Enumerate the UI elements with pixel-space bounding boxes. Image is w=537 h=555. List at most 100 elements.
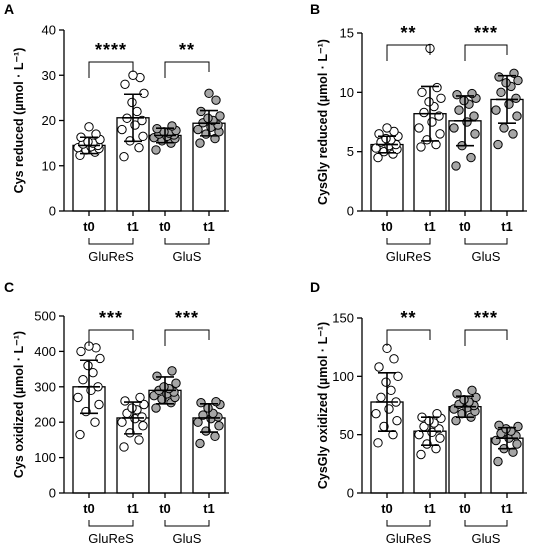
data-point	[127, 403, 137, 413]
data-point	[135, 392, 145, 403]
data-point	[117, 124, 127, 135]
y-axis-label: CysGly reduced (µmol · L⁻¹)	[316, 39, 330, 205]
data-point	[195, 438, 205, 449]
significance-bracket	[386, 329, 431, 346]
data-point	[78, 375, 88, 385]
data-point	[422, 135, 432, 145]
group-bracket	[164, 238, 210, 245]
group-bracket	[386, 520, 431, 527]
data-point	[127, 97, 137, 108]
data-point	[508, 129, 518, 139]
data-point	[389, 354, 399, 364]
data-point	[512, 439, 522, 449]
data-point	[75, 429, 85, 440]
y-axis-label: CysGly oxidized (µmol · L⁻¹)	[316, 322, 330, 489]
data-point	[513, 75, 523, 86]
significance-label: ****	[95, 40, 127, 60]
data-point	[382, 123, 392, 133]
data-point	[128, 70, 138, 80]
data-point	[511, 93, 521, 103]
data-point	[195, 138, 205, 148]
significance-bracket	[164, 61, 210, 78]
x-tick-label: t0	[159, 501, 171, 516]
significance-label: ***	[99, 308, 123, 328]
panel-letter: A	[4, 1, 14, 17]
significance-label: **	[400, 23, 416, 43]
data-point	[493, 456, 503, 467]
y-axis-label: Cys reduced (µmol · L⁻¹)	[12, 48, 26, 194]
data-point	[137, 412, 147, 422]
data-point	[459, 95, 469, 106]
x-tick-label: t1	[127, 501, 139, 516]
data-point	[95, 353, 105, 364]
y-axis-label: Cys oxidized (µmol · L⁻¹)	[12, 331, 26, 478]
data-point	[204, 88, 214, 99]
data-point	[501, 78, 511, 88]
data-point	[371, 408, 381, 419]
panel-c: C Cys oxidized (µmol · L⁻¹) 0 100 200 300 400 5…	[4, 279, 229, 546]
group-label: GluS	[173, 531, 202, 546]
group-bracket	[88, 238, 134, 245]
x-tick-label: t1	[127, 219, 139, 234]
panel-letter: D	[310, 279, 320, 295]
panel-b: B CysGly reduced (µmol · L⁻¹) 0 5 10 15 t0 t1 t0…	[310, 1, 527, 264]
significance-label: ***	[474, 23, 498, 43]
data-point	[416, 449, 426, 460]
data-point	[419, 107, 429, 118]
panel-letter: C	[4, 279, 14, 295]
data-point	[84, 122, 94, 132]
data-point	[94, 399, 104, 410]
x-tick-label: t0	[83, 219, 95, 234]
y-tick-label: 500	[34, 309, 56, 324]
data-point	[196, 106, 206, 117]
group-label: GluReS	[88, 249, 134, 264]
x-tick-label: t0	[381, 501, 393, 516]
significance-label: ***	[474, 308, 498, 328]
data-point	[151, 145, 161, 155]
data-point	[384, 404, 394, 414]
data-point	[167, 366, 177, 376]
significance-bracket	[386, 44, 431, 61]
y-tick-label: 15	[340, 26, 354, 41]
data-point	[491, 105, 501, 115]
y-tick-label: 0	[347, 486, 354, 501]
data-point	[451, 161, 461, 171]
data-point	[436, 93, 446, 103]
data-point	[134, 435, 144, 445]
y-tick-label: 40	[42, 23, 56, 38]
data-point	[494, 72, 504, 82]
significance-label: **	[400, 308, 416, 328]
data-point	[117, 417, 127, 427]
data-point	[119, 442, 129, 452]
x-tick-label: t1	[501, 219, 513, 234]
data-point	[73, 392, 83, 403]
data-point	[374, 362, 384, 372]
y-tick-label: 5	[347, 144, 354, 159]
y-tick-label: 100	[34, 450, 56, 465]
x-tick-label: t1	[424, 501, 436, 516]
data-point	[76, 346, 86, 357]
data-point	[211, 95, 221, 105]
x-tick-label: t1	[203, 219, 215, 234]
data-point	[435, 129, 445, 139]
data-point	[470, 129, 480, 139]
data-point	[201, 426, 211, 436]
data-point	[512, 111, 522, 121]
data-point	[452, 90, 462, 100]
panel-letter: B	[310, 1, 320, 17]
group-label: GluReS	[88, 531, 134, 546]
group-bracket	[386, 238, 431, 245]
data-point	[513, 421, 523, 432]
panel-d: D CysGly oxidized (µmol · L⁻¹) 0 50 100 150 t0…	[310, 279, 527, 546]
data-point	[120, 79, 130, 90]
data-point	[381, 377, 391, 387]
significance-bracket	[464, 329, 508, 346]
y-tick-label: 50	[340, 427, 354, 442]
data-point	[171, 378, 181, 388]
significance-bracket	[88, 61, 134, 78]
data-point	[493, 139, 503, 150]
y-tick-label: 300	[34, 379, 56, 394]
group-label: GluReS	[386, 249, 432, 264]
y-tick-label: 150	[332, 311, 354, 326]
